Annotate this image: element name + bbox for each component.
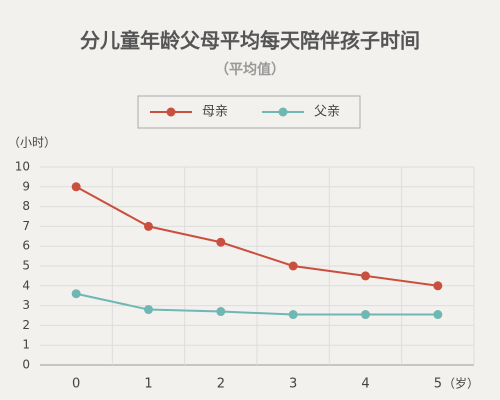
legend-marker [166,107,176,117]
legend-label: 母亲 [202,105,228,120]
y-tick-label: 6 [22,239,30,253]
y-tick-label: 5 [22,259,30,273]
point [288,310,298,320]
point [288,261,298,271]
point [71,289,81,299]
y-tick-label: 0 [22,358,30,372]
point [361,271,370,281]
x-tick-label: 4 [361,377,369,392]
y-tick-label: 4 [22,278,30,292]
point [144,305,153,315]
chart-subtitle: （平均值） [215,61,285,78]
point [433,310,443,320]
x-tick-label: 5 [434,377,442,392]
y-tick-label: 10 [15,160,30,174]
x-axis-label: （岁） [443,376,479,391]
y-tick-label: 8 [22,199,30,213]
y-tick-label: 1 [22,338,30,352]
point [71,182,81,192]
x-tick-label: 3 [289,377,297,392]
legend-marker [278,107,288,117]
legend-label: 父亲 [314,105,340,120]
series-line [75,185,438,287]
y-tick-label: 3 [22,298,30,312]
y-tick-label: 2 [22,318,30,332]
point [216,307,226,317]
chart-title: 分儿童年龄父母平均每天陪伴孩子时间 [80,29,420,53]
point [361,310,370,320]
y-tick-label: 9 [22,179,30,193]
y-axis-label: （小时） [8,136,56,150]
series-line [75,292,438,316]
y-tick-label: 7 [22,219,30,233]
legend-box [137,95,361,129]
x-tick-label: 1 [144,377,152,392]
point [433,281,443,291]
x-tick-label: 2 [217,377,225,392]
point [144,221,153,231]
point [216,237,226,247]
x-tick-label: 0 [72,377,80,392]
